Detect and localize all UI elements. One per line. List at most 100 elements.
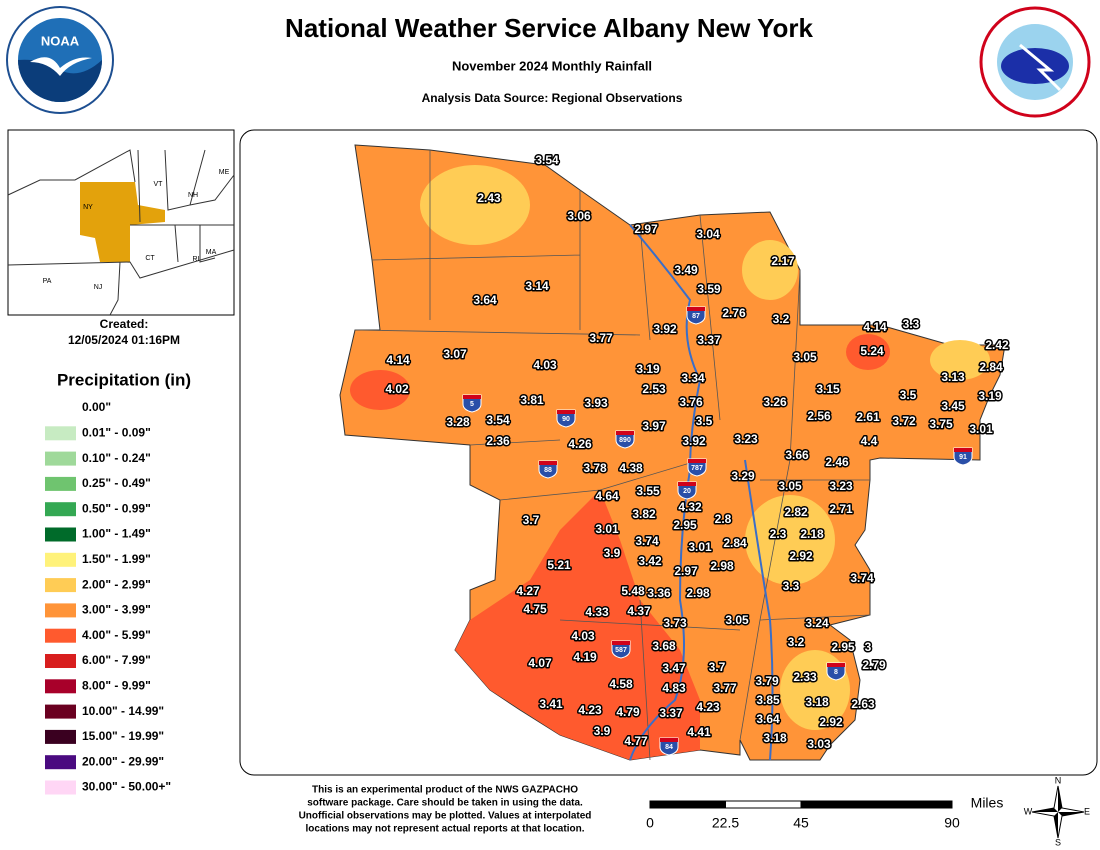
legend-label: 3.00" - 3.99" [82,603,151,617]
station-value: 3.06 [567,209,591,223]
station-value: 3.64 [756,712,780,726]
scale-tick-label: 45 [793,815,809,831]
station-value: 4.79 [616,705,640,719]
highway-label: 787 [691,465,703,472]
station-value: 3.07 [443,347,467,361]
station-value: 4.07 [528,656,552,670]
noaa-logo: NOAA [6,6,114,114]
station-value: 4.83 [662,681,686,695]
title: National Weather Service Albany New York [285,13,813,43]
highway-label: 91 [959,454,967,461]
station-value: 3.5 [900,388,917,402]
legend-label: 0.10" - 0.24" [82,451,151,465]
station-value: 2.46 [825,455,849,469]
legend-label: 0.50" - 0.99" [82,501,151,515]
legend-swatch [45,527,76,542]
created-label: Created: [100,317,149,331]
highway-label: 587 [615,647,627,654]
station-value: 3.97 [642,419,666,433]
legend-label: 1.00" - 1.49" [82,527,151,541]
legend-swatch [45,654,76,668]
legend-swatch [45,476,76,491]
station-value: 3.01 [969,422,993,436]
station-value: 3.66 [785,448,809,462]
compass-label: S [1055,837,1061,847]
station-value: 3.04 [696,227,720,241]
station-value: 2.56 [807,409,831,423]
station-value: 4.4 [861,434,878,448]
highway-label: 87 [692,313,700,320]
station-value: 3.5 [696,414,713,428]
station-value: 3.23 [734,432,758,446]
highway-shield-top [687,307,705,311]
legend-label: 4.00" - 5.99" [82,628,151,642]
station-value: 4.23 [696,700,720,714]
station-value: 3 [865,640,872,654]
station-value: 3.42 [638,554,662,568]
station-value: 3.9 [604,546,621,560]
scale-segment [800,800,953,809]
station-value: 3.15 [816,382,840,396]
station-value: 4.03 [571,629,595,643]
station-value: 4.38 [619,461,643,475]
highway-shield [556,409,576,428]
station-value: 2.8 [715,512,732,526]
station-value: 3.36 [647,586,671,600]
legend-swatch [45,401,76,415]
station-value: 3.74 [635,534,659,548]
legend-swatch [45,755,76,770]
highway-label: 20 [683,488,691,495]
legend-swatch [45,729,76,744]
station-value: 3.05 [793,350,817,364]
noaa-text: NOAA [41,33,80,48]
station-value: 3.64 [473,293,497,307]
legend-swatch [45,704,76,719]
highway-shield [611,640,631,659]
station-value: 3.3 [783,579,800,593]
highway-shield-top [827,663,845,667]
legend-swatch [45,451,76,466]
legend-label: 20.00" - 29.99" [82,754,164,768]
inset-label: ME [219,169,230,176]
station-value: 3.05 [778,479,802,493]
legend-swatch [45,679,76,694]
station-value: 2.95 [831,640,855,654]
legend-swatch [45,603,76,618]
station-value: 2.76 [722,306,746,320]
station-value: 2.79 [862,658,886,672]
scale-segment [725,800,802,809]
station-value: 4.64 [595,489,619,503]
station-value: 3.2 [788,635,805,649]
highway-label: 84 [665,744,673,751]
station-value: 3.81 [520,393,544,407]
station-value: 2.98 [686,586,710,600]
highway-shield-top [678,482,696,486]
legend-swatch [45,780,76,795]
station-value: 3.59 [697,282,721,296]
highway-label: 8 [834,669,838,676]
station-value: 4.41 [687,725,711,739]
station-value: 2.33 [793,670,817,684]
station-value: 2.84 [979,360,1003,374]
inset-label: NY [83,204,93,211]
station-value: 4.75 [523,602,547,616]
station-value: 3.49 [674,263,698,277]
legend-label: 15.00" - 19.99" [82,729,164,743]
station-value: 4.77 [624,734,648,748]
map-area [339,144,1006,761]
legend-swatch [45,426,76,441]
station-value: 2.36 [486,434,510,448]
station-value: 3.78 [583,461,607,475]
station-value: 3.18 [763,731,787,745]
legend-label: 0.25" - 0.49" [82,476,151,490]
station-value: 3.26 [763,395,787,409]
legend-label: 1.50" - 1.99" [82,552,151,566]
station-value: 2.82 [784,505,808,519]
station-value: 3.13 [941,370,965,384]
highway-label: 890 [619,437,631,444]
scale-unit: Miles [971,795,1004,811]
inset-label: RI [193,256,200,263]
compass-rose [1031,785,1085,839]
station-value: 3.77 [713,681,737,695]
